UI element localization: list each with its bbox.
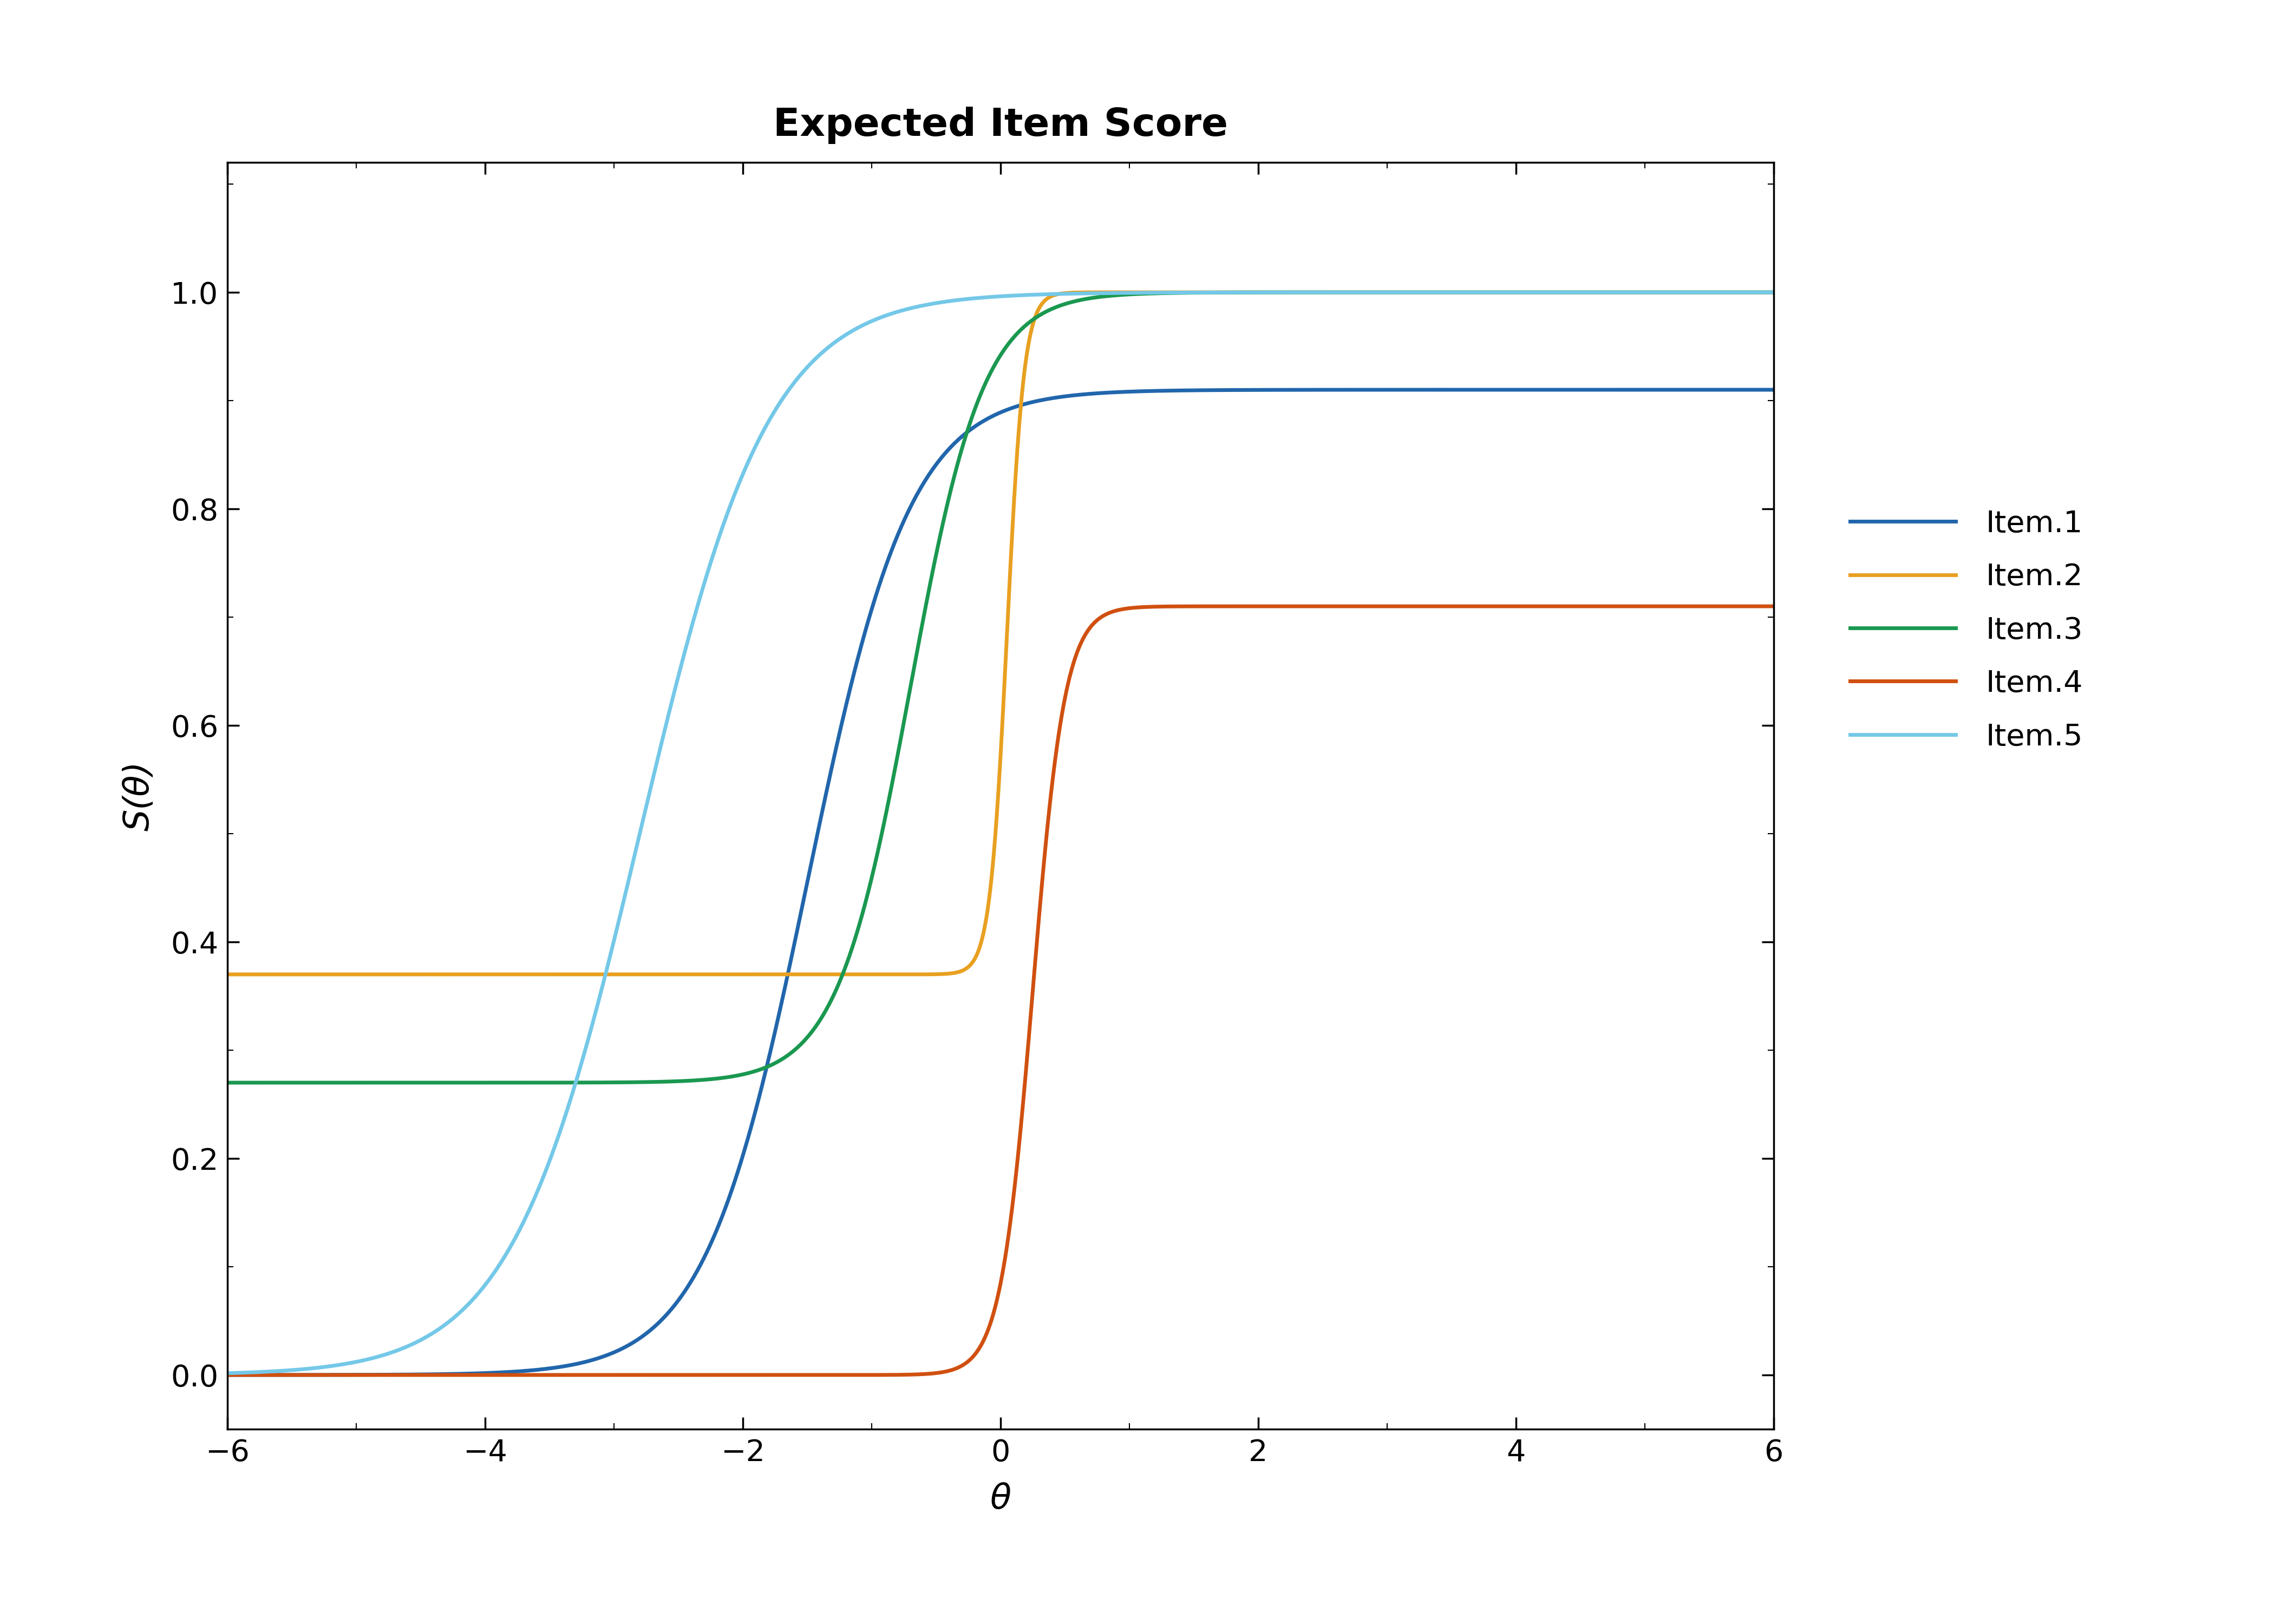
Item.1: [873, 552, 901, 572]
Item.2: [1565, 283, 1592, 302]
Item.5: [873, 305, 901, 325]
Item.5: [391, 1338, 418, 1358]
Item.2: [482, 965, 509, 984]
Item.1: [1760, 380, 1787, 400]
Item.2: [1310, 283, 1337, 302]
Item.2: [807, 965, 835, 984]
Item.5: [1731, 283, 1758, 302]
Y-axis label: S(θ): S(θ): [123, 760, 155, 831]
Item.3: [1760, 283, 1787, 302]
Item.3: [391, 1073, 418, 1093]
Item.3: [214, 1073, 241, 1093]
Item.4: [1562, 596, 1590, 615]
Item.5: [482, 1260, 509, 1280]
Item.2: [214, 965, 241, 984]
Legend: Item.1, Item.2, Item.3, Item.4, Item.5: Item.1, Item.2, Item.3, Item.4, Item.5: [1835, 494, 2099, 767]
Title: Expected Item Score: Expected Item Score: [773, 107, 1228, 145]
Item.3: [807, 1010, 835, 1030]
X-axis label: θ: θ: [989, 1483, 1012, 1515]
Item.5: [807, 344, 835, 364]
Item.1: [214, 1366, 241, 1385]
Line: Item.3: Item.3: [227, 292, 1774, 1083]
Line: Item.2: Item.2: [227, 292, 1774, 974]
Item.3: [482, 1073, 509, 1093]
Item.2: [391, 965, 418, 984]
Item.4: [214, 1366, 241, 1385]
Item.4: [1731, 596, 1758, 615]
Item.5: [1760, 283, 1787, 302]
Item.3: [1562, 283, 1590, 302]
Item.4: [873, 1366, 901, 1385]
Item.4: [391, 1366, 418, 1385]
Item.5: [214, 1364, 241, 1384]
Item.1: [391, 1364, 418, 1384]
Item.3: [1731, 283, 1758, 302]
Item.5: [1562, 283, 1590, 302]
Item.4: [482, 1366, 509, 1385]
Item.1: [1562, 380, 1590, 400]
Item.4: [807, 1366, 835, 1385]
Item.3: [873, 797, 901, 817]
Item.1: [482, 1363, 509, 1382]
Line: Item.5: Item.5: [227, 292, 1774, 1374]
Line: Item.1: Item.1: [227, 390, 1774, 1376]
Item.4: [1760, 596, 1787, 615]
Item.4: [1610, 596, 1637, 615]
Item.1: [807, 810, 835, 830]
Item.2: [1760, 283, 1787, 302]
Line: Item.4: Item.4: [227, 606, 1774, 1376]
Item.2: [1731, 283, 1758, 302]
Item.1: [1731, 380, 1758, 400]
Item.2: [873, 965, 901, 984]
